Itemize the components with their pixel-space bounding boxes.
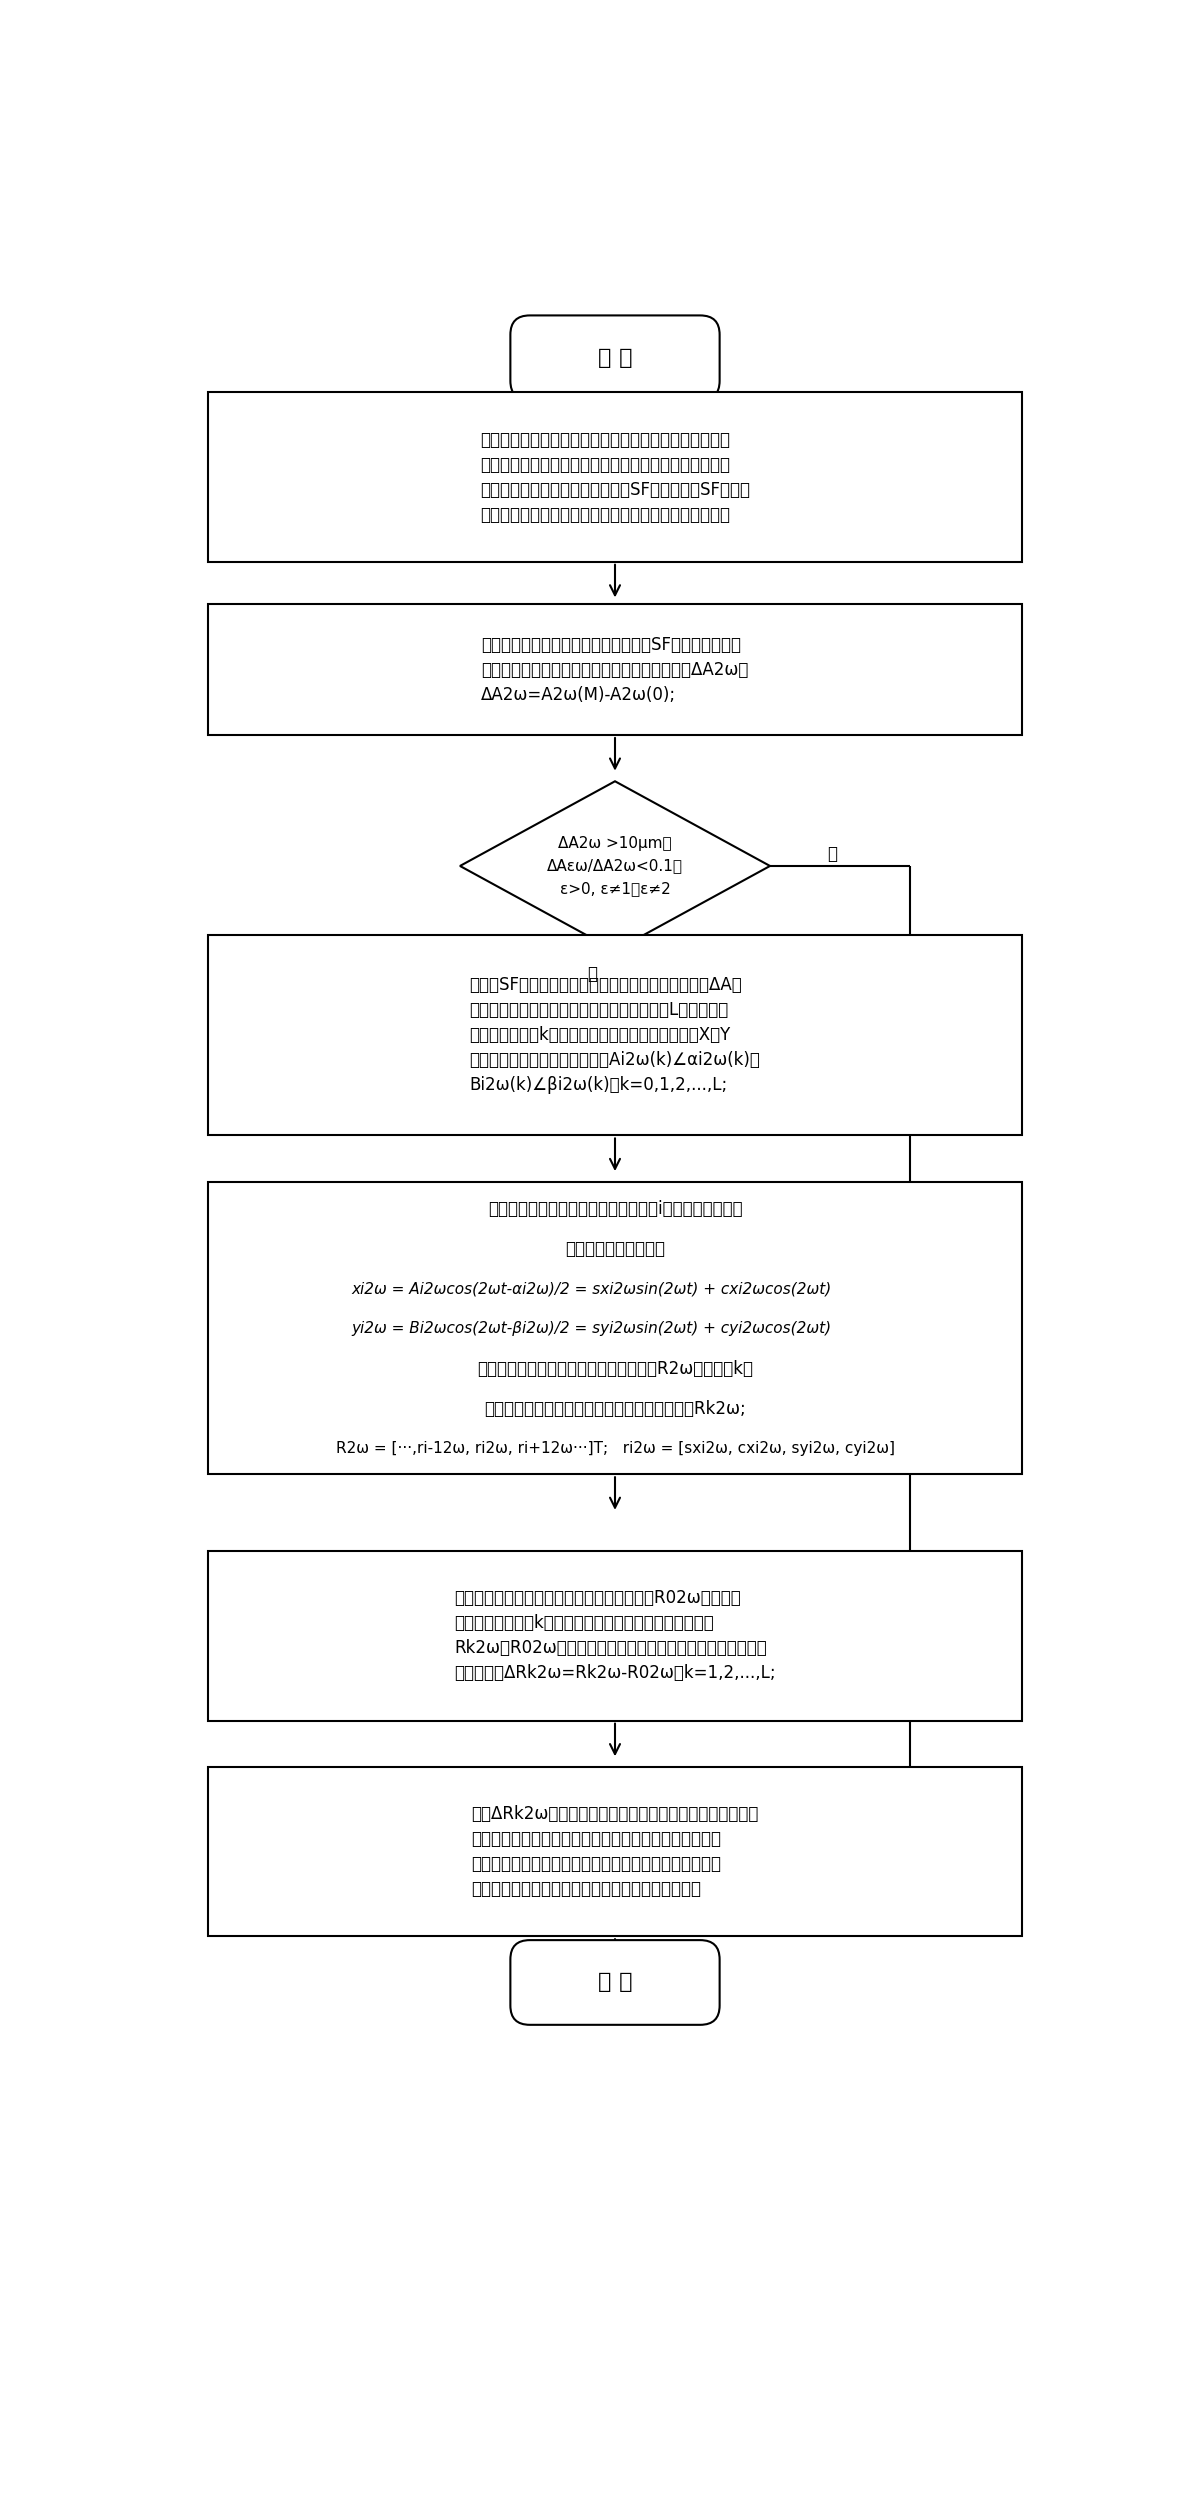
Text: ΔA2ω >10μm且
ΔAεω/ΔA2ω<0.1；
ε>0, ε≠1、ε≠2: ΔA2ω >10μm且 ΔAεω/ΔA2ω<0.1； ε>0, ε≠1、ε≠2 xyxy=(547,837,683,895)
FancyBboxPatch shape xyxy=(510,317,720,400)
Bar xyxy=(208,603,1022,736)
Text: 利用频谱瀑布图或特征趋势图分析测点SF的主要激振频率
及幅值变化趋势，计算该测点二倍频幅值的增量ΔA2ω，
ΔA2ω=A2ω(M)-A2ω(0);: 利用频谱瀑布图或特征趋势图分析测点SF的主要激振频率 及幅值变化趋势，计算该测点… xyxy=(481,636,749,704)
Polygon shape xyxy=(460,782,770,950)
Text: 根据ΔRk2ω绘制多个故障状态下的二倍频三维全息差谱图，
得到故障发展过程中整个轴系的纯故障二倍频椭圆及其特
征的变化特点，根据这些特点确定故障源的发生位置，并: 根据ΔRk2ω绘制多个故障状态下的二倍频三维全息差谱图， 得到故障发展过程中整个… xyxy=(472,1804,758,1897)
Text: 选择正常状态下整个轴系的二倍频三维全息谱R02ω作为初始
基准值，分别将第k个故障状态下对应的二倍频三维全息谱
Rk2ω与R02ω求差，依次构造与纯故障响应对应: 选择正常状态下整个轴系的二倍频三维全息谱R02ω作为初始 基准值，分别将第k个故… xyxy=(454,1588,776,1684)
Bar xyxy=(208,392,1022,563)
Text: 针对机组每种不同的状态，依次重构第i个测量面的二倍频: 针对机组每种不同的状态，依次重构第i个测量面的二倍频 xyxy=(487,1199,743,1219)
Text: 状态下整个轴系的二倍频三维全息谱标记为矩阵Rk2ω;: 状态下整个轴系的二倍频三维全息谱标记为矩阵Rk2ω; xyxy=(484,1400,746,1417)
FancyBboxPatch shape xyxy=(510,1940,720,2025)
Text: 整个轴系的二倍频三维全息谱的可用矩阵R2ω表示，第k种: 整个轴系的二倍频三维全息谱的可用矩阵R2ω表示，第k种 xyxy=(478,1360,754,1377)
Text: R2ω = [···,ri-12ω, ri2ω, ri+12ω···]T;   ri2ω = [sxi2ω, cxi2ω, syi2ω, cyi2ω]: R2ω = [···,ri-12ω, ri2ω, ri+12ω···]T; ri… xyxy=(336,1442,894,1458)
Text: 椭圆，其轨迹方程为：: 椭圆，其轨迹方程为： xyxy=(565,1239,665,1256)
Bar xyxy=(208,1181,1022,1475)
Text: 从测点SF发生故障的时刻开始，按照其通频值每增大ΔA选
择一组数据的原则，从故障发展过程中共选定L个故障状态
，并依次提取第k个状态下整个轴系上所有测量面处X、: 从测点SF发生故障的时刻开始，按照其通频值每增大ΔA选 择一组数据的原则，从故障… xyxy=(469,978,761,1093)
Text: 是: 是 xyxy=(587,965,596,983)
Text: 在所监测机组的振动异常状态时间段内，通过比较故障对
象所在轴系上各个轴振动测点通频值增幅的大小，确定故
障响应最敏感的测点，标记为测点SF；通过测点SF通频值
: 在所监测机组的振动异常状态时间段内，通过比较故障对 象所在轴系上各个轴振动测点通… xyxy=(480,430,750,523)
Bar xyxy=(208,1551,1022,1721)
Text: 否: 否 xyxy=(827,844,838,864)
Text: yi2ω = Bi2ωcos(2ωt-βi2ω)/2 = syi2ωsin(2ωt) + cyi2ωcos(2ωt): yi2ω = Bi2ωcos(2ωt-βi2ω)/2 = syi2ωsin(2ω… xyxy=(352,1322,832,1337)
Bar xyxy=(208,935,1022,1136)
Bar xyxy=(208,1767,1022,1938)
Text: 结 束: 结 束 xyxy=(598,1973,632,1993)
Text: xi2ω = Ai2ωcos(2ωt-αi2ω)/2 = sxi2ωsin(2ωt) + cxi2ωcos(2ωt): xi2ω = Ai2ωcos(2ωt-αi2ω)/2 = sxi2ωsin(2ω… xyxy=(352,1282,832,1297)
Text: 开 始: 开 始 xyxy=(598,347,632,367)
